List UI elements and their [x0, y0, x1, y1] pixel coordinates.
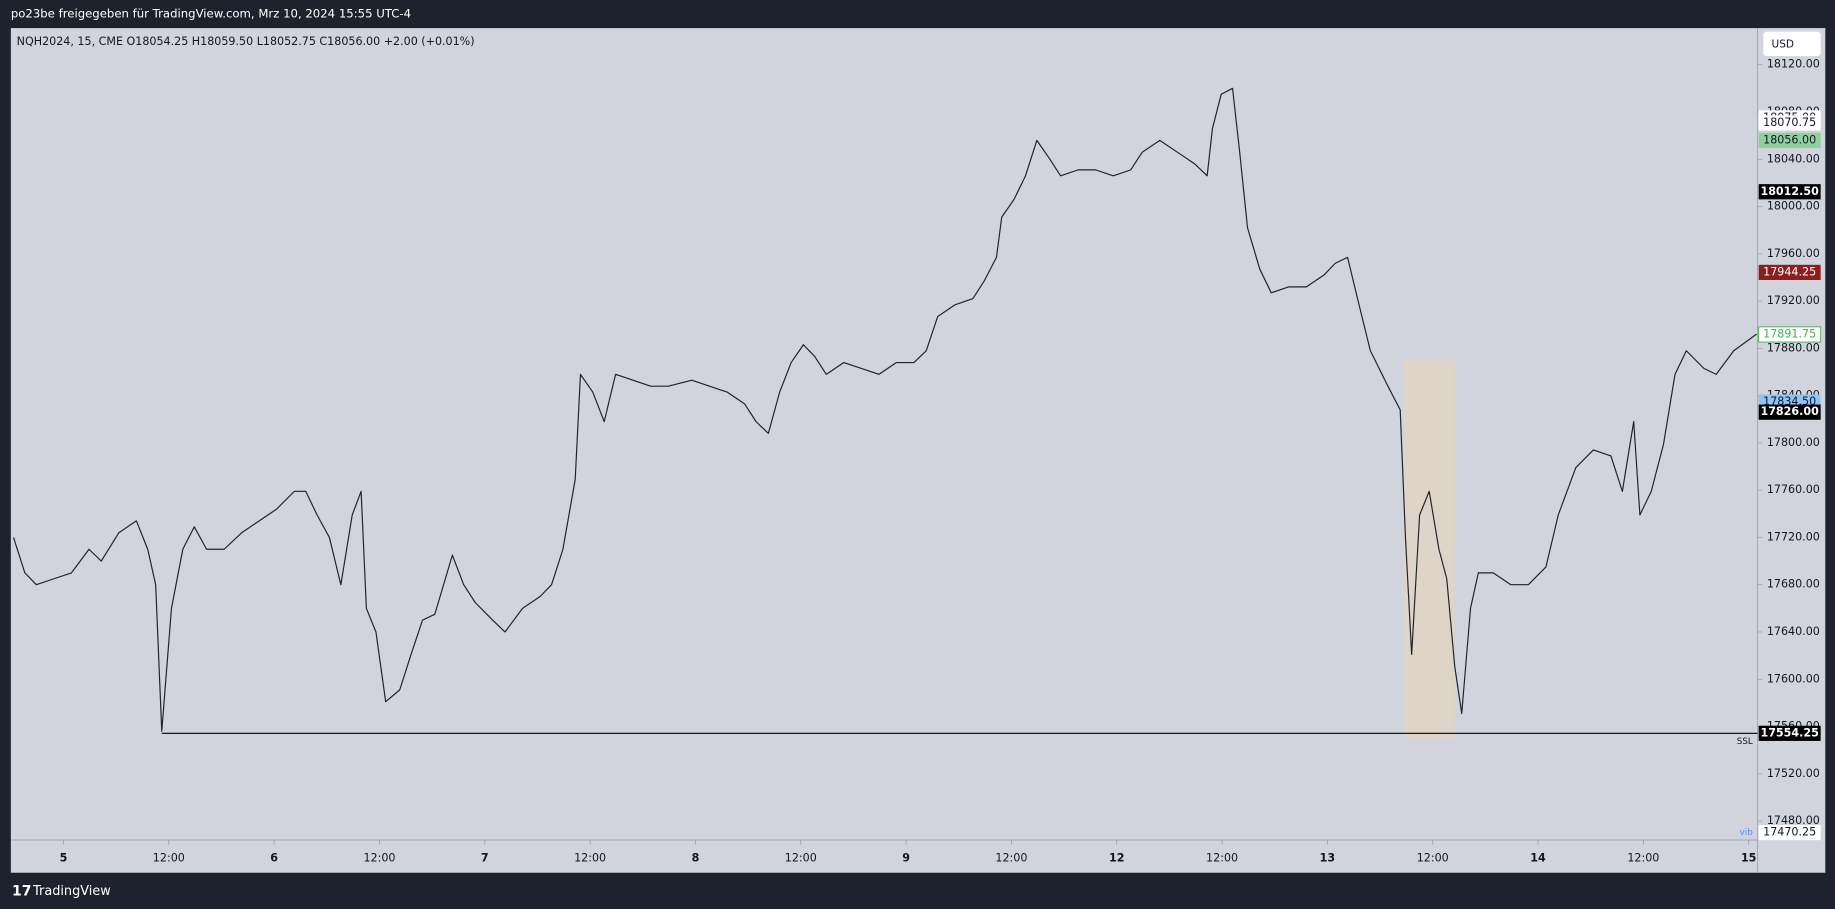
- price-label: 18070.75: [1763, 116, 1816, 129]
- price-label-box: [1758, 115, 1821, 131]
- price-label: 17470.25: [1763, 826, 1816, 839]
- y-tick-label: 17760.00: [1767, 483, 1820, 496]
- y-tick-label: 17520.00: [1767, 767, 1820, 780]
- x-tick-label: 6: [270, 852, 278, 865]
- x-tick-label: 12:00: [995, 852, 1027, 865]
- price-label-box: [1758, 184, 1821, 200]
- price-label-box: [1758, 326, 1822, 343]
- price-label: 17891.75: [1763, 327, 1816, 340]
- currency-label[interactable]: USD: [1772, 38, 1794, 50]
- x-tick-label: 14: [1530, 852, 1546, 865]
- symbol-legend: NQH2024, 15, CME O18054.25 H18059.50 L18…: [17, 35, 475, 48]
- currency-button[interactable]: [1763, 31, 1821, 57]
- level-line-label: SSL: [1737, 737, 1753, 747]
- y-tick-label: 17920.00: [1767, 294, 1820, 307]
- price-label: 17826.00: [1760, 405, 1819, 418]
- y-tick-label: 17960.00: [1767, 247, 1820, 260]
- highlight-box: [1403, 360, 1455, 739]
- y-tick-label: 18000.00: [1767, 200, 1820, 213]
- footer-logo[interactable]: TradingView: [32, 884, 111, 899]
- x-tick-label: 12:00: [1206, 852, 1238, 865]
- share-text: po23be freigegeben für TradingView.com, …: [11, 7, 411, 21]
- price-label: 18056.00: [1763, 133, 1816, 146]
- x-tick-label: 15: [1741, 852, 1756, 865]
- y-tick-label: 17600.00: [1767, 672, 1820, 685]
- y-tick-label: 17480.00: [1767, 814, 1820, 827]
- y-tick-label: 17800.00: [1767, 436, 1820, 449]
- y-tick-label: 17680.00: [1767, 578, 1820, 591]
- price-label-box: [1758, 264, 1821, 281]
- x-tick-label: 12:00: [153, 852, 185, 865]
- y-tick-label: 17880.00: [1767, 341, 1820, 354]
- x-tick-label: 13: [1320, 852, 1335, 865]
- price-line: [12, 87, 1757, 732]
- price-label-box: [1758, 725, 1821, 741]
- price-label: 18012.50: [1760, 185, 1819, 198]
- x-tick-label: 12:00: [785, 852, 817, 865]
- x-tick-label: 7: [481, 852, 489, 865]
- y-tick-label: 17720.00: [1767, 530, 1820, 543]
- price-label: 17554.25: [1760, 726, 1818, 739]
- x-tick-label: 9: [902, 852, 910, 865]
- footer-icon: 17: [12, 883, 32, 899]
- y-tick-label: 18040.00: [1767, 152, 1820, 165]
- annotation: vib: [1740, 828, 1754, 838]
- x-tick-label: 12:00: [1627, 852, 1659, 865]
- price-label-box: [1758, 132, 1821, 148]
- price-label-box: [1758, 404, 1821, 420]
- plot-background: [10, 28, 1826, 873]
- x-tick-label: 12:00: [363, 852, 395, 865]
- y-tick-label: 18120.00: [1767, 58, 1820, 71]
- x-tick-label: 5: [60, 852, 68, 865]
- x-tick-label: 12:00: [1417, 852, 1449, 865]
- x-tick-label: 8: [692, 852, 700, 865]
- y-tick-label: 17640.00: [1767, 625, 1820, 638]
- x-tick-label: 12:00: [574, 852, 606, 865]
- x-tick-label: 12: [1109, 852, 1124, 865]
- price-label-box: [1758, 824, 1821, 841]
- price-label: 17944.25: [1763, 265, 1816, 278]
